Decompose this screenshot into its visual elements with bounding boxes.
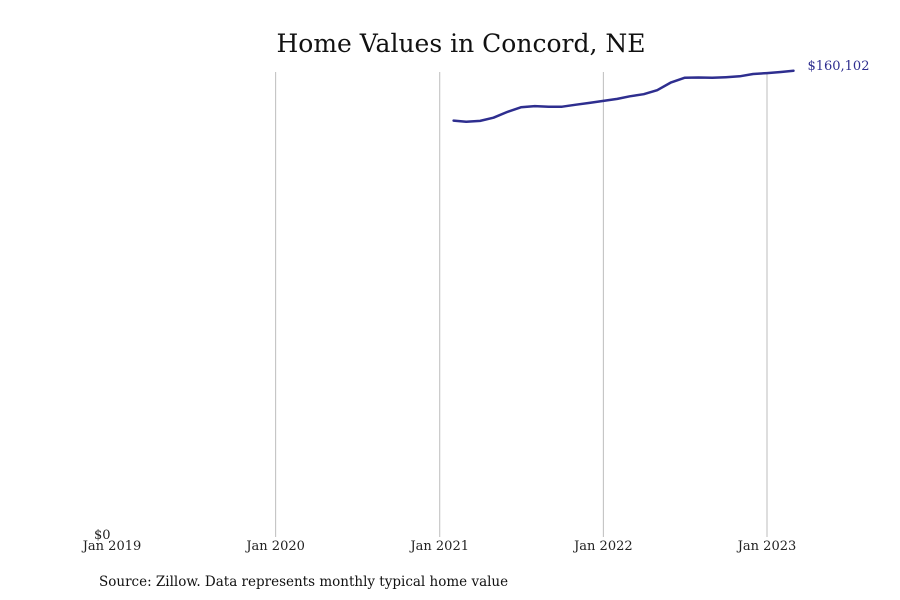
series-line-0 [452, 69, 795, 123]
x-tick-label: Jan 2023 [736, 539, 797, 554]
chart-title: Home Values in Concord, NE [277, 29, 646, 58]
x-tick-label: Jan 2021 [408, 539, 469, 554]
y-axis-tick-labels: $0 [94, 528, 111, 543]
x-axis-tick-labels: Jan 2019 Jan 2020 Jan 2021 Jan 2022 Jan 2023 [81, 539, 797, 554]
x-tick-label: Jan 2020 [244, 539, 305, 554]
y-tick-label: $0 [94, 528, 111, 543]
source-note: Source: Zillow. Data represents monthly … [99, 574, 508, 590]
vertical-gridlines [275, 72, 768, 537]
series-end-label: $160,102 [807, 59, 869, 74]
series-layer: $160,102 [452, 59, 869, 123]
x-tick-label: Jan 2019 [81, 539, 142, 554]
x-tick-label: Jan 2022 [572, 539, 633, 554]
